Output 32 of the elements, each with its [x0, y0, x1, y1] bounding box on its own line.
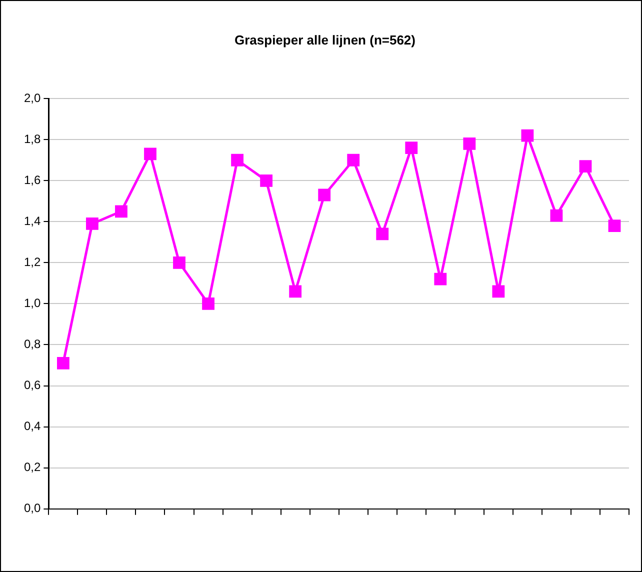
point [550, 209, 563, 222]
point [86, 218, 98, 230]
y-tick-label: 1,8 [24, 132, 41, 146]
point [608, 220, 621, 232]
point [115, 205, 128, 218]
point [318, 188, 331, 202]
y-tick-label: 1,6 [24, 172, 41, 187]
y-tick-label: 1,4 [24, 214, 41, 228]
point [579, 160, 592, 172]
point [289, 285, 302, 298]
y-tick-label: 0,4 [24, 419, 41, 434]
y-tick-label: 0,6 [24, 378, 41, 392]
y-tick-label: 1,0 [24, 296, 41, 310]
point [173, 256, 186, 269]
point [347, 154, 360, 166]
point [405, 142, 418, 154]
point [144, 148, 156, 160]
point [202, 298, 214, 310]
point [376, 228, 389, 240]
point [521, 129, 534, 142]
y-tick-label: 0,8 [24, 337, 41, 352]
point [434, 272, 447, 286]
point [492, 285, 505, 298]
point [260, 174, 272, 187]
y-tick-label: 0,0 [24, 501, 41, 516]
point [463, 138, 476, 150]
chart-title: Graspieper alle lijnen (n=562) [234, 32, 416, 48]
point [56, 356, 70, 370]
y-tick-label: 0,2 [24, 460, 41, 474]
y-tick-label: 1,2 [24, 255, 41, 269]
y-tick-label: 2,0 [24, 90, 41, 105]
point [231, 154, 244, 166]
